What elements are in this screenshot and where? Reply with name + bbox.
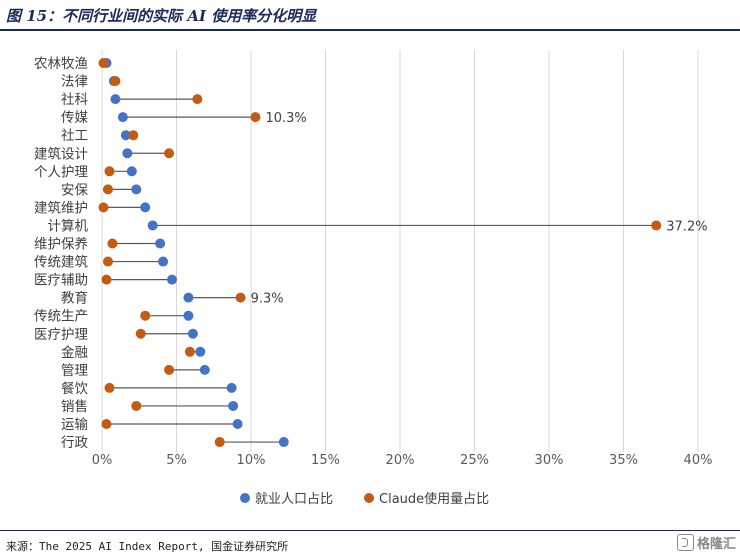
data-label: 37.2% <box>666 219 707 234</box>
x-tick-label: 35% <box>609 453 638 468</box>
point-claude <box>192 94 203 105</box>
category-label: 建筑维护 <box>34 200 88 216</box>
point-employment <box>155 238 166 249</box>
point-claude <box>110 76 121 87</box>
category-label: 运输 <box>61 417 88 433</box>
x-tick-label: 30% <box>535 453 564 468</box>
point-claude <box>250 112 261 123</box>
x-tick-label: 20% <box>386 453 415 468</box>
category-label: 传统建筑 <box>34 255 88 271</box>
point-employment <box>187 328 198 339</box>
point-claude <box>101 274 112 285</box>
point-claude <box>128 130 139 141</box>
point-claude <box>98 58 109 68</box>
legend-item-claude: Claude使用量占比 <box>364 488 489 507</box>
point-claude <box>184 346 195 357</box>
x-tick-label: 5% <box>166 453 187 468</box>
category-label: 医疗护理 <box>34 327 88 343</box>
point-employment <box>140 202 151 213</box>
point-employment <box>147 220 158 231</box>
data-label: 10.3% <box>265 111 306 126</box>
dumbbell-chart: 0% 5% 10% 15% 20% 25% 30% 35% 40% 农林牧渔法律社科传媒社工建筑设… <box>34 50 713 468</box>
watermark: 格隆汇 <box>676 533 736 552</box>
point-employment <box>167 274 178 285</box>
category-label: 农林牧渔 <box>34 56 88 72</box>
category-label: 维护保养 <box>34 237 88 253</box>
point-employment <box>199 364 210 375</box>
x-tick-label: 40% <box>684 453 713 468</box>
point-claude <box>102 184 113 195</box>
point-employment <box>232 419 243 429</box>
category-label: 医疗辅助 <box>34 273 88 289</box>
category-label: 餐饮 <box>61 381 88 397</box>
point-claude <box>651 220 662 231</box>
x-tick-label: 10% <box>237 453 266 468</box>
category-label: 社工 <box>61 128 88 144</box>
category-label: 行政 <box>61 435 88 451</box>
point-employment <box>131 184 142 195</box>
watermark-text: 格隆汇 <box>696 537 736 552</box>
category-label: 管理 <box>61 363 88 379</box>
footer-rule <box>0 530 740 531</box>
category-label: 金融 <box>61 345 88 361</box>
legend-marker-claude <box>364 492 374 503</box>
point-employment <box>195 346 206 357</box>
point-employment <box>226 382 237 393</box>
point-employment <box>158 256 169 267</box>
point-claude <box>214 437 225 448</box>
point-employment <box>122 148 133 159</box>
point-employment <box>126 166 137 177</box>
legend-label-claude: Claude使用量占比 <box>379 492 490 507</box>
category-label: 个人护理 <box>34 164 88 180</box>
source-note: 来源：The 2025 AI Index Report, 国金证券研究所 <box>6 540 289 553</box>
x-tick-label: 0% <box>92 453 113 468</box>
figure-header: 图 15：不同行业间的实际 AI 使用率分化明显 <box>0 0 740 31</box>
legend-item-employment: 就业人口占比 <box>240 488 333 507</box>
point-claude <box>235 292 246 303</box>
watermark-logo-icon <box>676 534 694 551</box>
point-claude <box>101 419 112 429</box>
category-label: 社科 <box>61 92 88 108</box>
point-employment <box>110 94 121 105</box>
point-employment <box>228 400 239 411</box>
point-claude <box>164 148 175 159</box>
title-rule <box>0 29 740 31</box>
point-employment <box>183 310 194 321</box>
point-claude <box>164 364 175 375</box>
point-employment <box>278 437 289 448</box>
point-claude <box>102 256 113 267</box>
x-tick-label: 15% <box>311 453 340 468</box>
point-employment <box>183 292 194 303</box>
category-label: 计算机 <box>48 218 89 234</box>
point-claude <box>98 202 109 213</box>
point-employment <box>117 112 128 123</box>
point-claude <box>140 310 151 321</box>
category-label: 传媒 <box>61 110 88 126</box>
point-claude <box>131 400 142 411</box>
point-claude <box>107 238 118 249</box>
category-label: 建筑设计 <box>34 146 88 162</box>
category-label: 销售 <box>61 399 88 415</box>
point-employment <box>120 130 131 141</box>
legend-marker-employment <box>240 492 250 503</box>
category-label: 法律 <box>61 74 88 90</box>
legend-label-employment: 就业人口占比 <box>255 492 334 507</box>
data-label: 9.3% <box>251 292 284 307</box>
category-label: 教育 <box>61 291 88 307</box>
x-tick-label: 25% <box>460 453 489 468</box>
figure-title: 图 15：不同行业间的实际 AI 使用率分化明显 <box>6 7 317 25</box>
point-claude <box>104 382 115 393</box>
category-label: 传统生产 <box>34 309 88 325</box>
point-claude <box>135 328 146 339</box>
category-label: 安保 <box>61 182 88 198</box>
point-claude <box>104 166 115 177</box>
